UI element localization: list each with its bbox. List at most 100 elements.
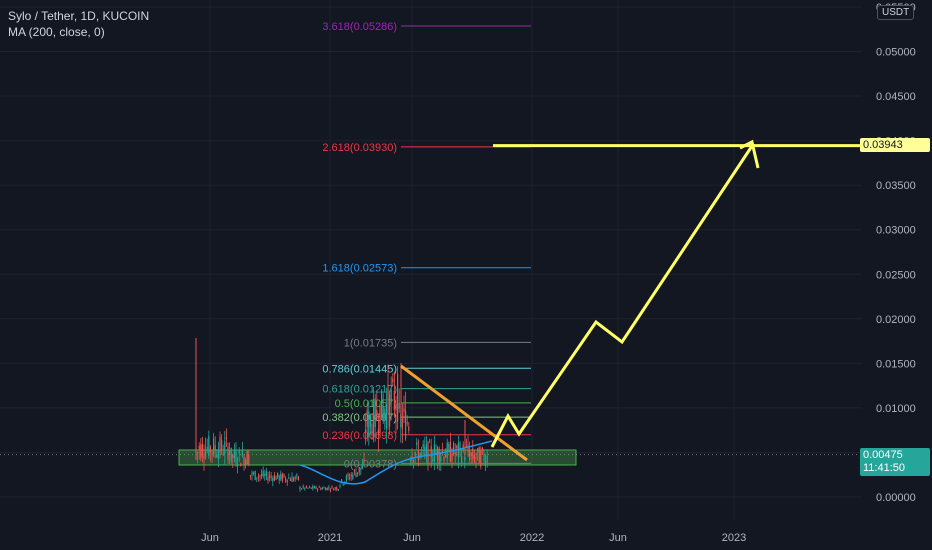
candle-body <box>307 487 309 489</box>
candle-body <box>312 486 314 489</box>
candle-body <box>345 476 347 481</box>
x-tick-label: 2021 <box>318 532 342 544</box>
candle-body <box>355 472 357 478</box>
candle-body <box>227 446 229 460</box>
candle-body <box>318 486 320 488</box>
x-tick-label: 2023 <box>722 532 746 544</box>
candle-body <box>238 449 240 454</box>
candle-body <box>245 459 247 466</box>
candle-body <box>413 459 415 463</box>
candle-body <box>360 468 362 470</box>
candle-body <box>254 471 256 480</box>
candle-body <box>205 449 207 458</box>
fib-level-label: 0.236(0.00698) <box>322 430 397 442</box>
y-tick-label: 0.02000 <box>876 314 916 326</box>
candle-body <box>443 457 445 461</box>
candle-body <box>406 422 408 424</box>
candle-body <box>280 473 282 480</box>
candle-body <box>398 402 400 409</box>
candle-body <box>473 454 475 462</box>
candle-body <box>208 436 210 457</box>
candle-body <box>405 410 407 439</box>
candle-body <box>326 487 328 490</box>
fib-level-label: 0.618(0.01217) <box>322 384 397 396</box>
candle-body <box>440 456 442 461</box>
candle-body <box>481 447 483 452</box>
candle-body <box>267 476 269 481</box>
projection-arrow <box>490 145 754 448</box>
candle-body <box>297 476 299 480</box>
candle-body <box>385 403 387 428</box>
candle-body <box>225 437 227 440</box>
candle-body <box>277 472 279 478</box>
candle-body <box>209 446 211 453</box>
candle-body <box>341 479 343 483</box>
candle-body <box>286 479 288 483</box>
candle-body <box>416 442 418 445</box>
candle-body <box>278 475 280 481</box>
candle-body <box>235 451 237 465</box>
candle-body <box>265 471 267 476</box>
candle-body <box>414 452 416 457</box>
candle-body <box>429 441 431 443</box>
candle-body <box>302 486 304 488</box>
candle-body <box>438 448 440 464</box>
candle-body <box>294 476 296 479</box>
support-zone-rect <box>178 449 577 466</box>
candle-body <box>217 450 219 460</box>
candle-body <box>457 442 459 458</box>
candle-body <box>469 450 471 460</box>
candle-body <box>349 477 351 480</box>
candle-body <box>259 475 261 477</box>
candle-body <box>453 443 455 455</box>
candle-body <box>329 489 331 491</box>
candle-body <box>200 444 202 459</box>
candle-body <box>342 484 344 486</box>
y-tick-label: 0.05000 <box>876 47 916 59</box>
candle-body <box>433 444 435 461</box>
candle-body <box>272 478 274 482</box>
candle-body <box>251 472 253 476</box>
candle-body <box>240 463 242 467</box>
y-tick-label: 0.03500 <box>876 180 916 192</box>
candle-body <box>201 443 203 457</box>
candle-body <box>371 424 373 436</box>
candle-body <box>387 384 389 415</box>
candle-body <box>425 444 427 455</box>
candle-body <box>293 478 295 481</box>
currency-badge[interactable]: USDT <box>877 5 915 20</box>
candle-body <box>374 398 376 428</box>
candle-body <box>264 473 266 477</box>
candle-body <box>219 436 221 453</box>
candle-body <box>232 455 234 459</box>
candle-body <box>317 488 319 491</box>
candle-body <box>309 486 311 488</box>
candle-body <box>269 474 271 478</box>
candle-body <box>441 451 443 453</box>
indicator-legend[interactable]: MA (200, close, 0) <box>8 25 105 39</box>
candle-body <box>229 450 231 455</box>
y-tick-label: 0.03000 <box>876 225 916 237</box>
y-tick-label: 0.02500 <box>876 269 916 281</box>
candle-body <box>203 455 205 460</box>
candle-body <box>241 450 243 457</box>
x-tick-label: Jun <box>403 532 421 544</box>
candle-body <box>408 426 410 431</box>
symbol-title: Sylo / Tether, 1D, KUCOIN <box>8 9 150 23</box>
candle-body <box>373 399 375 438</box>
candle-body <box>347 474 349 477</box>
fibonacci-levels: 3.618(0.05286) 2.618(0.03930) 1.618(0.0257… <box>322 21 531 470</box>
candle-body <box>350 474 352 477</box>
support-zone <box>178 449 577 466</box>
y-tick-label: 0.00000 <box>876 492 916 504</box>
candle-body <box>253 472 255 474</box>
candle-body <box>424 446 426 451</box>
trend-lines <box>400 364 528 462</box>
candle-body <box>456 445 458 449</box>
candle-body <box>283 473 285 478</box>
candle-body <box>395 403 397 411</box>
candle-body <box>483 454 485 462</box>
candle-body <box>392 378 394 383</box>
candle-body <box>256 477 258 479</box>
